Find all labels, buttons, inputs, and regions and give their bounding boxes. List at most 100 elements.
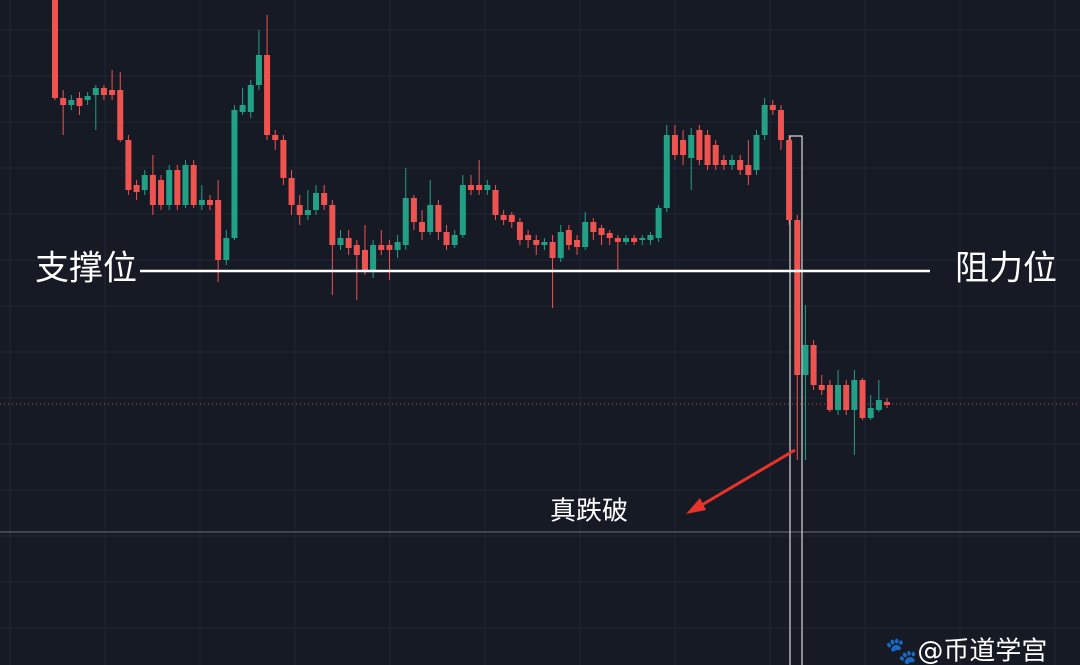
candle-body — [843, 385, 850, 410]
candle-body — [280, 140, 287, 178]
candle-body — [117, 90, 124, 140]
candle-body — [133, 185, 140, 192]
candle-body — [737, 160, 744, 170]
candle-body — [777, 110, 784, 140]
candle-body — [884, 402, 890, 405]
candle-body — [492, 190, 499, 215]
watermark: 🐾@币道学宫 — [885, 637, 1047, 665]
candle-body — [859, 380, 866, 418]
candle-body — [109, 90, 116, 95]
candle-body — [84, 96, 91, 100]
candle-body — [353, 245, 360, 255]
candle-body — [410, 198, 417, 222]
candle-body — [680, 140, 687, 155]
candle-body — [272, 135, 279, 140]
candle-body — [753, 135, 760, 170]
candle-body — [378, 245, 385, 250]
candle-body — [769, 105, 776, 110]
candle-body — [223, 238, 230, 260]
candle-body — [231, 110, 238, 238]
candle-body — [500, 215, 507, 220]
candle-body — [435, 205, 442, 232]
candle-body — [508, 215, 515, 222]
candle-body — [549, 242, 556, 258]
candle-body — [215, 200, 222, 260]
candle-body — [239, 105, 246, 112]
candle-body — [761, 105, 768, 135]
candle-body — [459, 185, 466, 235]
candle-body — [704, 135, 711, 165]
candle-body — [622, 238, 629, 242]
candle-body — [166, 170, 173, 205]
candle-body — [663, 135, 670, 208]
candle-body — [875, 400, 882, 410]
candle-body — [264, 55, 271, 135]
candle-body — [786, 140, 793, 220]
resistance-label: 阻力位 — [955, 249, 1057, 289]
candle-body — [125, 140, 132, 190]
candle-body — [696, 130, 703, 160]
candle-body — [419, 222, 426, 232]
candle-body — [516, 222, 523, 240]
candle-body — [206, 200, 213, 205]
candle-body — [557, 232, 564, 258]
candle-body — [476, 185, 483, 190]
support-label: 支撑位 — [35, 249, 137, 289]
candle-body — [76, 98, 83, 106]
candle-body — [386, 245, 393, 250]
candle-body — [313, 193, 320, 210]
candle-body — [370, 245, 377, 272]
candle-body — [296, 205, 303, 215]
candle-body — [255, 55, 262, 85]
candle-body — [671, 135, 678, 155]
candle-body — [867, 408, 874, 418]
candle-body — [345, 238, 352, 248]
candle-body — [826, 385, 833, 410]
candle-body — [582, 222, 589, 247]
candle-body — [337, 238, 344, 245]
candle-body — [851, 380, 858, 410]
candle-body — [729, 160, 736, 165]
candle-body — [794, 220, 801, 375]
candle-body — [484, 185, 491, 190]
candle-body — [141, 175, 148, 190]
candle-body — [631, 238, 638, 242]
candle-body — [639, 238, 646, 240]
candle-body — [745, 165, 752, 175]
candle-body — [361, 250, 368, 270]
arrow-shaft — [699, 448, 796, 508]
candle-body — [720, 160, 727, 165]
candle-body — [655, 208, 662, 238]
candle-body — [590, 222, 597, 232]
candle-body — [288, 178, 295, 205]
candle-body — [321, 193, 328, 205]
candle-body — [541, 242, 548, 245]
candle-body — [158, 180, 165, 205]
candle-body — [835, 385, 842, 410]
candle-body — [468, 185, 474, 190]
candle-body — [100, 88, 107, 95]
candle-body — [818, 385, 825, 390]
candle-body — [598, 228, 605, 235]
candle-body — [149, 175, 156, 205]
candle-body — [712, 145, 719, 165]
candle-body — [451, 235, 458, 245]
candle-body — [533, 240, 540, 245]
candle-body — [92, 88, 99, 95]
candle-body — [614, 238, 621, 242]
candle-body — [182, 165, 189, 205]
arrow-head — [686, 498, 706, 514]
candle-body — [190, 165, 197, 205]
candle-body — [52, 0, 58, 98]
candle-body — [688, 135, 695, 158]
annotation: 真跌破 — [550, 497, 628, 527]
candle-body — [802, 345, 809, 375]
candle-body — [394, 242, 401, 250]
candle-body — [304, 210, 311, 215]
candle-body — [402, 198, 409, 245]
candle-body — [68, 100, 75, 105]
candle-body — [247, 85, 254, 112]
highlight-box — [789, 135, 803, 665]
